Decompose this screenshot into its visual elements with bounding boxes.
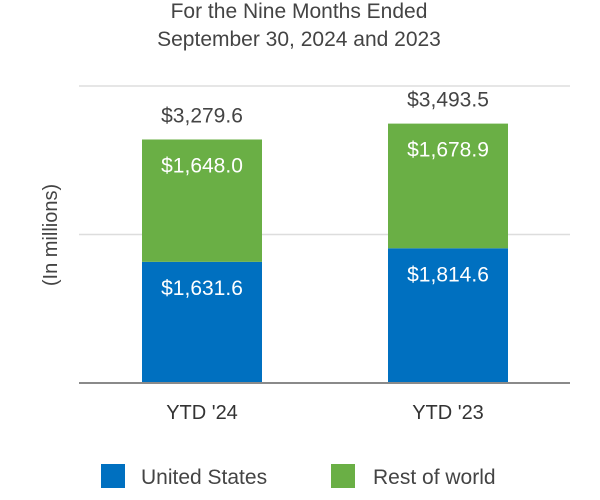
x-axis-ticks: YTD '24 YTD '23: [166, 402, 484, 424]
bar-segment-united-states-1: [388, 248, 508, 383]
legend: United States Rest of world: [101, 464, 496, 489]
data-label-united-states-0: $1,631.6: [161, 277, 243, 300]
bar-segment-united-states-0: [142, 261, 262, 383]
x-tick-label-0: YTD '24: [166, 402, 238, 424]
bar-segment-rest-of-world-0: [142, 139, 262, 262]
bars: $1,631.6 $1,648.0 $3,279.6 $1,814.6 $1,678.9…: [142, 89, 508, 383]
x-tick-label-1: YTD '23: [412, 402, 484, 424]
bar-segment-rest-of-world-1: [388, 123, 508, 249]
total-label-1: $3,493.5: [407, 89, 489, 112]
chart-title-line-2: September 30, 2024 and 2023: [157, 28, 441, 51]
legend-swatch-united-states: [101, 464, 125, 488]
total-label-0: $3,279.6: [161, 104, 243, 127]
legend-swatch-rest-of-world: [331, 464, 355, 488]
data-label-rest-of-world-1: $1,678.9: [407, 139, 489, 162]
chart-title-line-1: For the Nine Months Ended: [171, 0, 428, 23]
y-axis-label: (In millions): [40, 184, 62, 286]
legend-label-united-states: United States: [141, 466, 267, 489]
data-label-united-states-1: $1,814.6: [407, 263, 489, 286]
legend-label-rest-of-world: Rest of world: [373, 466, 496, 489]
data-label-rest-of-world-0: $1,648.0: [161, 154, 243, 177]
